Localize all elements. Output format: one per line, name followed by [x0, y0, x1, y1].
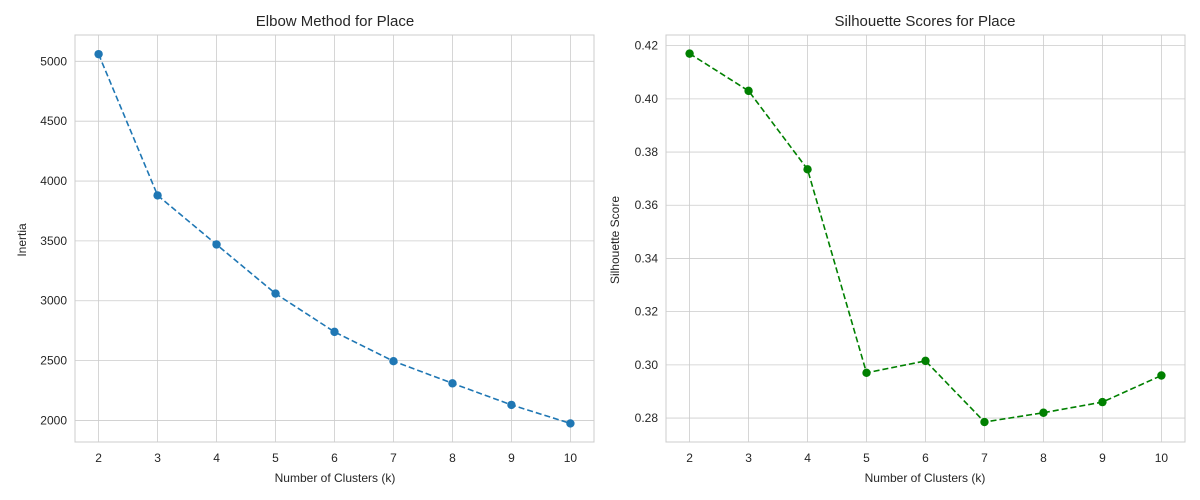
data-point — [803, 165, 812, 174]
y-tick-label: 2500 — [40, 354, 67, 368]
silhouette-chart-frame — [665, 34, 1186, 443]
data-point — [1039, 408, 1048, 417]
elbow-chart-frame — [74, 34, 595, 443]
data-point — [566, 419, 575, 428]
data-point — [94, 49, 103, 59]
silhouette-chart-title: Silhouette Scores for Place — [835, 13, 1016, 30]
elbow-chart-xlabel: Number of Clusters (k) — [275, 471, 396, 485]
silhouette-chart-x-ticks: 2 3 4 5 6 7 8 9 10 — [686, 451, 1168, 465]
y-tick-label: 0.42 — [635, 39, 659, 53]
elbow-chart-y-ticks: 2000 2500 3000 3500 4000 4500 5000 — [40, 54, 67, 427]
data-point — [1098, 397, 1107, 407]
data-point — [1157, 371, 1166, 380]
data-point — [448, 379, 457, 388]
y-tick-label: 0.40 — [635, 92, 659, 106]
silhouette-chart-xlabel: Number of Clusters (k) — [865, 471, 986, 485]
y-tick-label: 0.38 — [635, 145, 659, 159]
data-point — [862, 368, 871, 378]
x-tick-label: 7 — [981, 451, 988, 465]
y-tick-label: 4500 — [40, 114, 67, 128]
elbow-chart-x-ticks: 2 3 4 5 6 7 8 9 10 — [95, 451, 577, 465]
silhouette-chart-y-ticks: 0.28 0.30 0.32 0.34 0.36 0.38 0.40 0.42 — [635, 39, 659, 425]
y-tick-label: 2000 — [40, 413, 67, 427]
x-tick-label: 10 — [564, 451, 578, 465]
data-point — [980, 417, 989, 427]
silhouette-chart-series-line — [689, 52, 1162, 423]
x-tick-label: 8 — [1040, 451, 1047, 465]
elbow-chart-ylabel: Inertia — [15, 223, 29, 257]
y-tick-label: 0.36 — [635, 198, 659, 212]
x-tick-label: 8 — [449, 451, 456, 465]
data-point — [507, 400, 516, 410]
x-tick-label: 9 — [508, 451, 515, 465]
y-tick-label: 3000 — [40, 294, 67, 308]
x-tick-label: 4 — [213, 451, 220, 465]
data-point — [389, 356, 398, 366]
data-point — [212, 240, 221, 249]
x-tick-label: 5 — [272, 451, 279, 465]
y-tick-label: 5000 — [40, 54, 67, 68]
y-tick-label: 0.28 — [635, 411, 659, 425]
x-tick-label: 3 — [154, 451, 161, 465]
y-tick-label: 0.30 — [635, 358, 659, 372]
y-tick-label: 0.34 — [635, 251, 659, 265]
data-point — [744, 86, 753, 96]
x-tick-label: 9 — [1099, 451, 1106, 465]
x-tick-label: 4 — [804, 451, 811, 465]
elbow-chart: 2 3 4 5 6 7 8 9 10 2000 2500 3000 3500 4000 4500 5000 El… — [15, 13, 595, 485]
data-point — [330, 327, 339, 337]
data-point — [153, 191, 162, 200]
x-tick-label: 10 — [1155, 451, 1169, 465]
silhouette-chart-ylabel: Silhouette Score — [608, 196, 622, 284]
elbow-chart-markers — [94, 49, 575, 428]
y-tick-label: 0.32 — [635, 305, 659, 319]
x-tick-label: 5 — [863, 451, 870, 465]
x-tick-label: 7 — [390, 451, 397, 465]
elbow-chart-title: Elbow Method for Place — [256, 13, 414, 30]
silhouette-chart-grid — [666, 35, 1185, 442]
x-tick-label: 2 — [95, 451, 102, 465]
data-point — [271, 289, 280, 298]
silhouette-chart: 2 3 4 5 6 7 8 9 100.280.300.320.340.360.380.400.… — [608, 13, 1186, 485]
data-point — [921, 356, 930, 366]
x-tick-label: 2 — [686, 451, 693, 465]
x-tick-label: 6 — [331, 451, 338, 465]
data-point — [685, 49, 694, 58]
x-tick-label: 6 — [922, 451, 929, 465]
silhouette-chart-markers — [685, 49, 1166, 427]
y-tick-label: 3500 — [40, 234, 67, 248]
elbow-chart-grid — [75, 35, 594, 442]
x-tick-label: 3 — [745, 451, 752, 465]
y-tick-label: 4000 — [40, 174, 67, 188]
